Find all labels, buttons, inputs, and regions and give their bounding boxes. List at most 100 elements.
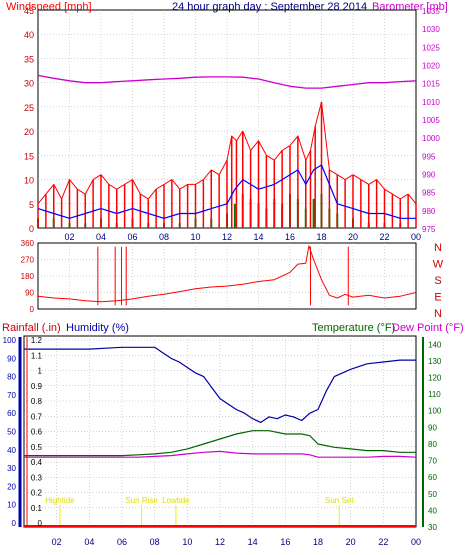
temperature-axis-label: Temperature (°F) <box>312 322 395 334</box>
wind-xtick-label: 10 <box>190 232 200 242</box>
rainfall-axis-label: Rainfall (.in) <box>2 322 61 334</box>
wind-ytick-label: 10 <box>24 176 34 186</box>
temperature-ytick-label: 50 <box>428 490 437 499</box>
temperature-ytick-label: 80 <box>428 440 437 449</box>
lower-xtick-label: 14 <box>248 537 258 547</box>
dir-ytick-label: 180 <box>21 272 35 281</box>
wind-xtick-label: 20 <box>348 232 358 242</box>
wind-xtick-label: 14 <box>253 232 263 242</box>
rain-ytick-label: 0.1 <box>31 504 43 513</box>
wind-xtick-label: 16 <box>285 232 295 242</box>
barometer-ytick-label: 1035 <box>422 7 440 16</box>
dir-ytick-label: 360 <box>21 239 35 248</box>
compass-label: N <box>434 242 442 254</box>
humidity-ytick-label: 10 <box>7 501 16 510</box>
lower-xtick-label: 22 <box>378 537 388 547</box>
temperature-ytick-label: 140 <box>428 340 442 349</box>
rain-ytick-label: 0.7 <box>31 412 43 421</box>
wind-ytick-label: 5 <box>29 200 34 210</box>
barometer-ytick-label: 985 <box>422 189 436 198</box>
humidity-ytick-label: 30 <box>7 464 16 473</box>
data-series <box>24 74 417 527</box>
humidity-ytick-label: 80 <box>7 373 16 382</box>
wind-ytick-label: 35 <box>24 54 34 64</box>
temperature-ytick-label: 30 <box>428 523 437 532</box>
compass-label: N <box>434 308 442 320</box>
rain-ytick-label: 1.1 <box>31 351 43 360</box>
temperature-ytick-label: 100 <box>428 407 442 416</box>
barometer-ytick-label: 995 <box>422 152 436 161</box>
wind-gust-line <box>37 101 417 205</box>
humidity-ytick-label: 60 <box>7 409 16 418</box>
lower-xtick-label: 10 <box>182 537 192 547</box>
wind-xtick-label: 18 <box>316 232 326 242</box>
rain-ytick-label: 0.3 <box>31 473 43 482</box>
temperature-ytick-label: 110 <box>428 390 441 399</box>
barometer-ytick-label: 1000 <box>422 134 440 143</box>
dir-ytick-label: 0 <box>30 305 35 314</box>
wind-direction-line <box>37 245 417 303</box>
wind-xtick-label: 22 <box>379 232 389 242</box>
dir-ytick-label: 90 <box>25 289 34 298</box>
lower-xtick-label: 16 <box>280 537 290 547</box>
dir-ytick-label: 270 <box>21 256 35 265</box>
wind-ytick-label: 40 <box>24 30 34 40</box>
barometer-ytick-label: 1020 <box>422 62 440 71</box>
rain-ytick-label: 0.6 <box>31 428 43 437</box>
humidity-ytick-label: 70 <box>7 391 16 400</box>
wind-ytick-label: 30 <box>24 79 34 89</box>
barometer-line <box>37 74 417 89</box>
lower-xtick-label: 20 <box>346 537 356 547</box>
event-label: Hightide <box>45 496 75 505</box>
windspeed-axis-label: Windspeed [mph] <box>6 1 92 13</box>
compass-label: S <box>434 275 441 287</box>
barometer-ytick-label: 1015 <box>422 80 440 89</box>
lower-xtick-label: 08 <box>150 537 160 547</box>
humidity-ytick-label: 40 <box>7 446 16 455</box>
humidity-ytick-label: 90 <box>7 354 16 363</box>
temperature-ytick-label: 120 <box>428 374 442 383</box>
humidity-ytick-label: 0 <box>12 519 17 528</box>
temperature-ytick-label: 130 <box>428 357 442 366</box>
dewpoint-axis-label: Dew Point (°F) <box>392 322 464 334</box>
wind-xtick-label: 00 <box>411 232 421 242</box>
barometer-ytick-label: 1005 <box>422 116 440 125</box>
barometer-ytick-label: 990 <box>422 171 436 180</box>
rain-ytick-label: 0.2 <box>31 489 43 498</box>
wind-xtick-label: 02 <box>64 232 74 242</box>
rain-ytick-label: 0.9 <box>31 382 43 391</box>
temperature-ytick-label: 90 <box>428 423 437 432</box>
lower-xtick-label: 12 <box>215 537 225 547</box>
dewpoint-line <box>24 450 417 458</box>
lower-xtick-label: 06 <box>117 537 127 547</box>
lower-xtick-label: 18 <box>313 537 323 547</box>
humidity-ytick-label: 100 <box>3 336 17 345</box>
humidity-axis-label: Humidity (%) <box>66 322 129 334</box>
rain-ytick-label: 0.8 <box>31 397 43 406</box>
humidity-ytick-label: 20 <box>7 482 16 491</box>
barometer-ytick-label: 1010 <box>422 98 440 107</box>
lower-xtick-label: 04 <box>84 537 94 547</box>
compass-label: W <box>433 259 444 271</box>
wind-xtick-label: 12 <box>222 232 232 242</box>
event-label: Sun Rise <box>125 496 158 505</box>
temperature-ytick-label: 70 <box>428 457 437 466</box>
barometer-ytick-label: 1025 <box>422 43 440 52</box>
barometer-ytick-label: 975 <box>422 225 436 234</box>
rain-ytick-label: 1 <box>38 367 43 376</box>
rain-ytick-label: 0 <box>38 519 43 528</box>
temperature-ytick-label: 40 <box>428 506 437 515</box>
temperature-line <box>24 430 416 457</box>
chart-title: 24 hour graph day : September 28 2014 <box>172 1 367 13</box>
compass-label: E <box>434 292 441 304</box>
wind-ytick-label: 25 <box>24 103 34 113</box>
lower-xtick-label: 00 <box>411 537 421 547</box>
rain-ytick-label: 0.5 <box>31 443 43 452</box>
axis-ticks: 0510152025303540459759809859909951000100… <box>3 6 444 547</box>
wind-xtick-label: 04 <box>96 232 106 242</box>
rain-ytick-label: 1.2 <box>31 336 43 345</box>
wind-ytick-label: 15 <box>24 151 34 161</box>
wind-ytick-label: 45 <box>24 6 34 16</box>
wind-xtick-label: 06 <box>127 232 137 242</box>
